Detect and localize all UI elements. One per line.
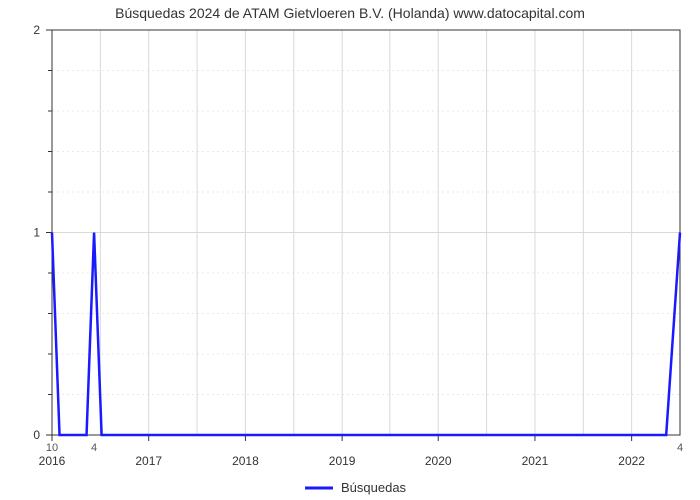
- x-tick-label: 2017: [135, 454, 162, 468]
- value-label: 10: [46, 442, 58, 454]
- chart-title: Búsquedas 2024 de ATAM Gietvloeren B.V. …: [115, 5, 585, 21]
- value-label: 4: [91, 442, 97, 454]
- x-tick-label: 2020: [425, 454, 452, 468]
- x-tick-label: 2018: [232, 454, 259, 468]
- y-tick-label: 0: [33, 428, 40, 442]
- y-tick-label: 2: [33, 23, 40, 37]
- x-tick-label: 2022: [618, 454, 645, 468]
- x-tick-label: 2019: [329, 454, 356, 468]
- legend-label: Búsquedas: [341, 480, 407, 495]
- line-chart: 0 1 2 2016 2017 2018 2019 2020 2021 2022 10 4 4 Búsqu…: [0, 0, 700, 500]
- y-tick-label: 1: [33, 226, 40, 240]
- x-tick-label: 2016: [39, 454, 66, 468]
- chart-container: 0 1 2 2016 2017 2018 2019 2020 2021 2022 10 4 4 Búsqu…: [0, 0, 700, 500]
- x-tick-label: 2021: [522, 454, 549, 468]
- value-label: 4: [677, 442, 683, 454]
